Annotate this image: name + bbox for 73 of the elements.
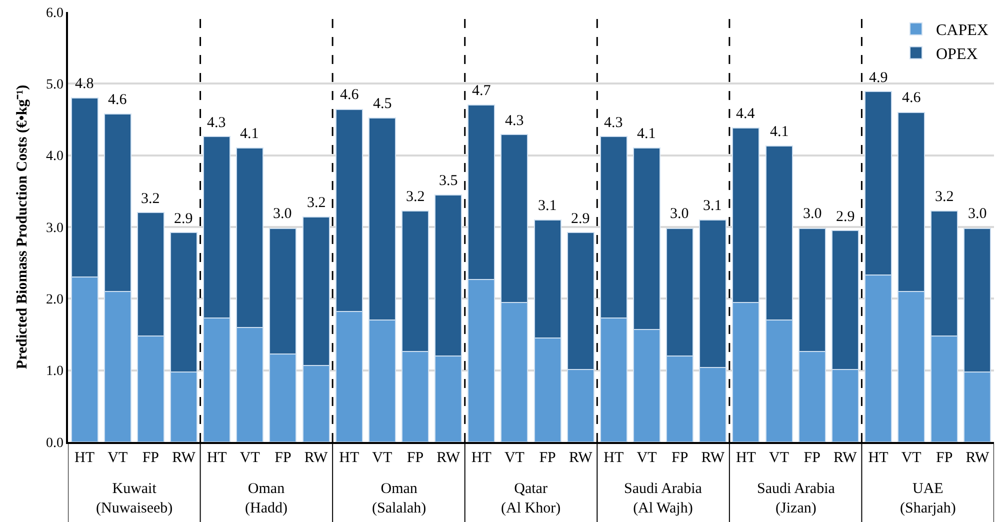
- x-tick-label: RW: [436, 450, 461, 466]
- x-tick-label: VT: [372, 450, 392, 466]
- text: Oman (Hadd): [245, 481, 288, 516]
- x-tick-label: RW: [701, 450, 726, 466]
- total-label: 4.5: [373, 96, 392, 112]
- x-tick-label: VT: [636, 450, 657, 466]
- y-tick-label: 4.0: [46, 149, 64, 164]
- x-tick-label: HT: [74, 450, 95, 466]
- total-label: 3.5: [439, 173, 458, 189]
- total-label: 4.3: [505, 113, 524, 129]
- text: Saudi Arabia (Jizan): [757, 481, 836, 516]
- y-tick-label: 0.0: [46, 436, 64, 451]
- x-tick-label: VT: [504, 450, 524, 466]
- x-tick-label: RW: [172, 450, 196, 466]
- x-tick-label: FP: [936, 450, 953, 466]
- total-label: 3.1: [703, 198, 722, 214]
- total-label: 2.9: [571, 211, 590, 227]
- total-label: 3.2: [307, 195, 326, 211]
- x-tick-label: FP: [274, 450, 292, 466]
- x-tick-label: HT: [736, 450, 756, 466]
- total-label: 3.0: [670, 206, 689, 222]
- total-label: 4.3: [207, 115, 226, 131]
- text: Oman (Salalah): [372, 481, 426, 516]
- x-tick-label: FP: [671, 450, 688, 466]
- total-label: 3.0: [968, 206, 987, 222]
- legend-label: CAPEX: [936, 22, 989, 40]
- x-tick-label: HT: [206, 450, 227, 466]
- legend-label: OPEX: [936, 46, 978, 63]
- total-label: 2.9: [836, 209, 855, 225]
- total-label: 3.2: [935, 189, 954, 205]
- x-tick-label: VT: [108, 450, 128, 466]
- x-tick-label: RW: [568, 450, 594, 466]
- text: Saudi Arabia (Al Wajh): [624, 481, 702, 516]
- x-tick-label: RW: [966, 450, 990, 466]
- x-tick-label: VT: [240, 450, 260, 466]
- total-label: 4.6: [108, 92, 128, 108]
- total-label: 3.2: [406, 189, 425, 205]
- x-tick-label: HT: [604, 450, 624, 466]
- y-tick-label: 6.0: [46, 6, 64, 21]
- x-tick-label: HT: [868, 450, 888, 466]
- x-tick-label: VT: [769, 450, 790, 466]
- total-label: 4.9: [869, 70, 888, 86]
- total-label: 3.2: [141, 191, 160, 207]
- y-tick-label: 5.0: [46, 78, 64, 93]
- total-label: 4.1: [240, 126, 259, 142]
- x-tick-label: FP: [142, 450, 160, 466]
- text: Kuwait (Nuwaiseeb): [96, 481, 173, 516]
- y-tick-label: 3.0: [46, 220, 64, 236]
- total-label: 4.1: [770, 124, 789, 140]
- total-label: 4.7: [472, 83, 492, 99]
- x-tick-label: VT: [901, 450, 922, 466]
- total-label: 3.0: [273, 206, 292, 222]
- y-tick-label: 2.0: [46, 292, 64, 308]
- total-label: 4.3: [604, 115, 623, 131]
- x-tick-label: FP: [539, 450, 556, 466]
- total-label: 4.4: [736, 106, 756, 122]
- total-label: 4.6: [340, 87, 360, 103]
- x-tick-label: HT: [339, 450, 360, 466]
- y-tick-label: 1.0: [46, 364, 64, 380]
- total-label: 4.6: [902, 90, 922, 106]
- x-tick-label: RW: [304, 450, 329, 466]
- total-label: 3.1: [538, 198, 557, 214]
- x-tick-label: HT: [471, 450, 492, 466]
- total-label: 3.0: [803, 206, 822, 222]
- total-label: 4.1: [637, 126, 656, 142]
- x-tick-label: FP: [406, 450, 424, 466]
- text: UAE (Sharjah): [900, 481, 956, 516]
- text: Qatar (Al Khor): [501, 481, 561, 516]
- x-tick-label: FP: [804, 450, 820, 466]
- total-label: 4.8: [75, 76, 94, 92]
- x-tick-label: RW: [834, 450, 858, 466]
- total-label: 2.9: [174, 211, 193, 227]
- y-axis-title: Predicted Biomass Production Costs (€•kg⁻¹): [14, 84, 31, 370]
